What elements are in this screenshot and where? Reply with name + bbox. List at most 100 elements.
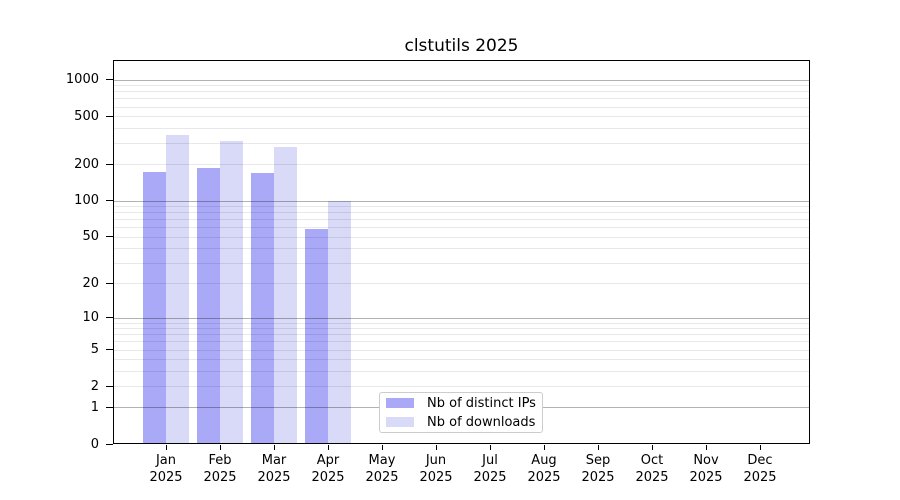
y-tick-mark-500 xyxy=(106,115,113,117)
minor-gridline-60 xyxy=(114,227,809,229)
bar-apr-distinct-ips xyxy=(305,228,328,443)
x-tick-label-feb: Feb 2025 xyxy=(190,452,250,486)
bar-jan-distinct-ips xyxy=(143,172,166,443)
x-tick-mark-oct xyxy=(652,445,653,450)
x-tick-year-aug: 2025 xyxy=(527,470,561,485)
x-tick-label-jul: Jul 2025 xyxy=(460,452,520,486)
bar-mar-distinct-ips xyxy=(251,173,274,443)
x-tick-month-mar: Mar xyxy=(261,453,287,468)
x-tick-label-apr: Apr 2025 xyxy=(298,452,358,486)
minor-gridline-300 xyxy=(114,143,809,144)
x-tick-mark-jun xyxy=(436,445,437,450)
y-tick-label-100: 100 xyxy=(74,193,99,209)
x-tick-mark-jan xyxy=(166,445,167,450)
major-gridline-1000 xyxy=(114,79,809,81)
x-tick-month-oct: Oct xyxy=(640,453,664,468)
x-tick-label-oct: Oct 2025 xyxy=(622,452,682,486)
x-tick-label-jan: Jan 2025 xyxy=(136,452,196,486)
x-tick-mark-mar xyxy=(274,445,275,450)
major-gridline-10 xyxy=(114,317,809,319)
minor-gridline-50 xyxy=(114,236,809,238)
x-tick-mark-sep xyxy=(598,445,599,450)
x-tick-month-jul: Jul xyxy=(482,453,498,468)
x-tick-mark-may xyxy=(382,445,383,450)
y-tick-label-1000: 1000 xyxy=(65,72,99,88)
legend: Nb of distinct IPs Nb of downloads xyxy=(379,392,543,433)
chart-title: clstutils 2025 xyxy=(404,36,519,56)
minor-gridline-70 xyxy=(114,219,809,221)
y-tick-label-500: 500 xyxy=(74,108,99,124)
minor-gridline-400 xyxy=(114,127,809,129)
x-tick-year-may: 2025 xyxy=(365,470,399,485)
x-tick-mark-feb xyxy=(220,445,221,450)
x-tick-mark-jul xyxy=(490,445,491,450)
x-tick-year-oct: 2025 xyxy=(635,470,669,485)
minor-gridline-6 xyxy=(114,341,809,343)
x-tick-year-jan: 2025 xyxy=(149,470,183,485)
minor-gridline-700 xyxy=(114,98,809,100)
minor-gridline-30 xyxy=(114,262,809,264)
minor-gridline-4 xyxy=(114,359,809,361)
y-tick-label-50: 50 xyxy=(82,229,99,245)
x-tick-year-sep: 2025 xyxy=(581,470,615,485)
y-tick-mark-20 xyxy=(106,282,113,284)
y-tick-label-2: 2 xyxy=(90,378,99,394)
minor-gridline-9 xyxy=(114,322,809,324)
minor-gridline-900 xyxy=(114,85,809,87)
x-tick-year-feb: 2025 xyxy=(203,470,237,485)
y-tick-label-0: 0 xyxy=(90,436,99,452)
y-tick-mark-0 xyxy=(106,443,113,445)
minor-gridline-800 xyxy=(114,91,809,93)
x-tick-mark-nov xyxy=(706,445,707,450)
x-tick-year-nov: 2025 xyxy=(689,470,723,485)
x-tick-mark-apr xyxy=(328,445,329,450)
y-tick-mark-2 xyxy=(106,385,113,387)
x-tick-label-may: May 2025 xyxy=(352,452,412,486)
minor-gridline-80 xyxy=(114,212,809,214)
y-tick-mark-100 xyxy=(106,200,113,202)
minor-gridline-20 xyxy=(114,283,809,285)
y-tick-label-20: 20 xyxy=(82,275,99,291)
y-tick-mark-200 xyxy=(106,163,113,165)
y-tick-mark-50 xyxy=(106,236,113,238)
legend-entry-downloads: Nb of downloads xyxy=(386,413,536,432)
minor-gridline-3 xyxy=(114,370,809,372)
x-tick-label-jun: Jun 2025 xyxy=(406,452,466,486)
x-tick-mark-dec xyxy=(760,445,761,450)
legend-swatch-downloads xyxy=(386,417,414,427)
x-tick-label-aug: Aug 2025 xyxy=(514,452,574,486)
x-tick-label-mar: Mar 2025 xyxy=(244,452,304,486)
x-tick-month-sep: Sep xyxy=(585,453,611,468)
x-tick-year-jun: 2025 xyxy=(419,470,453,485)
x-tick-label-dec: Dec 2025 xyxy=(730,452,790,486)
bar-feb-downloads xyxy=(220,141,243,443)
y-tick-mark-1 xyxy=(106,406,113,408)
x-tick-month-feb: Feb xyxy=(208,453,232,468)
minor-gridline-500 xyxy=(114,116,809,118)
x-tick-month-dec: Dec xyxy=(747,453,773,468)
x-tick-year-mar: 2025 xyxy=(257,470,291,485)
minor-gridline-5 xyxy=(114,349,809,351)
minor-gridline-200 xyxy=(114,164,809,166)
bar-feb-distinct-ips xyxy=(197,168,220,443)
x-tick-year-jul: 2025 xyxy=(473,470,507,485)
x-tick-month-jan: Jan xyxy=(155,453,177,468)
x-tick-month-may: May xyxy=(368,453,396,468)
bar-mar-downloads xyxy=(274,147,297,443)
x-tick-year-dec: 2025 xyxy=(743,470,777,485)
x-tick-month-jun: Jun xyxy=(425,453,447,468)
x-tick-month-aug: Aug xyxy=(531,453,557,468)
y-tick-label-1: 1 xyxy=(90,399,99,415)
legend-swatch-distinct-ips xyxy=(386,398,414,408)
y-tick-mark-10 xyxy=(106,317,113,318)
minor-gridline-8 xyxy=(114,328,809,330)
y-tick-mark-5 xyxy=(106,349,113,350)
major-gridline-100 xyxy=(114,200,809,202)
y-tick-label-10: 10 xyxy=(82,310,99,325)
minor-gridline-2 xyxy=(114,386,809,388)
minor-gridline-40 xyxy=(114,248,809,250)
x-tick-year-apr: 2025 xyxy=(311,470,345,485)
bar-jan-downloads xyxy=(166,134,189,443)
minor-gridline-600 xyxy=(114,106,809,108)
minor-gridline-90 xyxy=(114,206,809,208)
